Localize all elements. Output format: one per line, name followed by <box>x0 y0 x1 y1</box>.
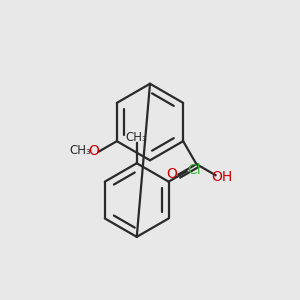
Text: OH: OH <box>212 169 233 184</box>
Text: Cl: Cl <box>187 163 201 177</box>
Text: O: O <box>166 167 177 182</box>
Text: CH₃: CH₃ <box>126 131 148 144</box>
Text: O: O <box>88 144 99 158</box>
Text: CH₃: CH₃ <box>69 144 91 157</box>
